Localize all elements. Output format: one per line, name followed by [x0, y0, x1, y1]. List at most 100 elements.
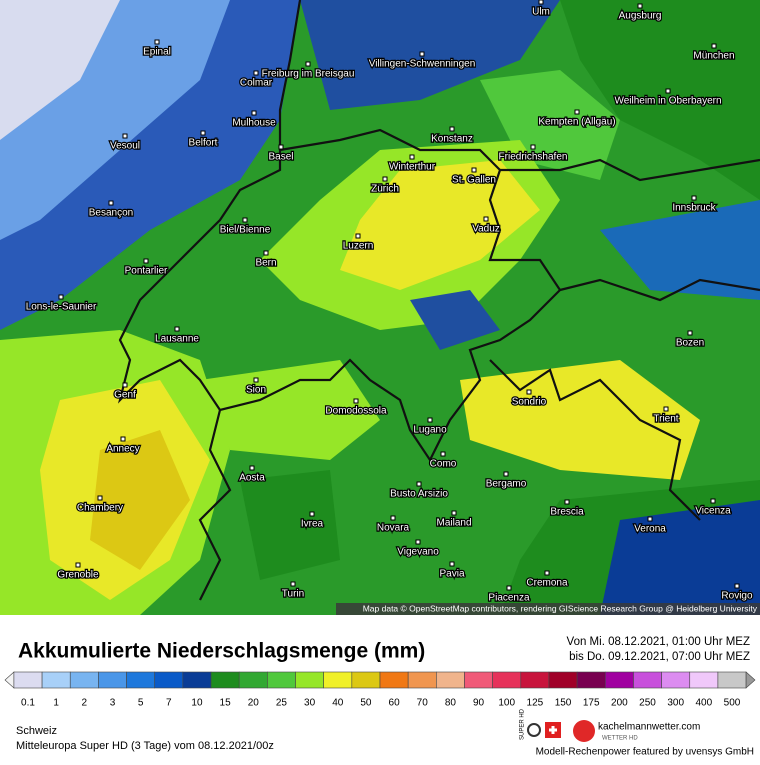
legend-label: 25: [276, 698, 288, 709]
city-label: Vesoul: [110, 141, 140, 152]
city-marker: [483, 216, 489, 222]
legend-label: 300: [667, 698, 684, 709]
city-marker: [249, 465, 255, 471]
legend-arrow-left: [4, 671, 15, 689]
city-marker: [263, 250, 269, 256]
legend-label: 2: [82, 698, 88, 709]
legend-swatch: [492, 671, 522, 689]
legend-swatch: [407, 671, 437, 689]
legend-swatch: [548, 671, 578, 689]
legend-label: 150: [555, 698, 572, 709]
city-label: Turin: [282, 589, 304, 600]
legend-arrow-right: [745, 671, 756, 689]
city-marker: [647, 516, 653, 522]
legend-swatch: [210, 671, 240, 689]
city-label: Vaduz: [472, 224, 500, 235]
legend-swatch: [98, 671, 127, 689]
legend-label: 10: [191, 698, 203, 709]
city-label: Epinal: [143, 47, 171, 58]
city-label: Villingen-Schwenningen: [369, 59, 476, 70]
legend-swatch: [41, 671, 71, 689]
city-marker: [415, 539, 421, 545]
legend-swatch: [379, 671, 409, 689]
city-label: Aosta: [239, 473, 265, 484]
city-marker: [440, 451, 446, 457]
legend-swatch: [464, 671, 493, 689]
city-label: Lugano: [413, 425, 447, 436]
swiss-cross: [549, 726, 557, 734]
city-label: Chambery: [77, 503, 123, 514]
brand-sub: WETTER HD: [602, 736, 638, 742]
city-label: Cremona: [526, 578, 568, 589]
city-marker: [309, 511, 315, 517]
city-label: Brescia: [550, 507, 584, 518]
city-marker: [419, 51, 425, 57]
city-marker: [691, 195, 697, 201]
attribution: Map data © OpenStreetMap contributors, r…: [363, 603, 758, 613]
city-label: München: [693, 51, 734, 62]
city-label: Basel: [268, 152, 293, 163]
model-run: Mitteleuropa Super HD (3 Tage) vom 08.12…: [16, 740, 274, 752]
city-label: Belfort: [189, 138, 218, 149]
credit: Modell-Rechenpower featured by uvensys G…: [536, 747, 754, 758]
city-marker: [409, 154, 415, 160]
city-label: Bergamo: [486, 479, 527, 490]
city-marker: [538, 0, 544, 5]
legend-swatch: [69, 671, 99, 689]
city-label: Biel/Bienne: [220, 225, 271, 236]
legend-label: 80: [445, 698, 457, 709]
city-label: Innsbruck: [672, 203, 716, 214]
city-marker: [503, 471, 509, 477]
city-label: Konstanz: [431, 134, 473, 145]
city-label: Genf: [114, 390, 136, 401]
city-label: St. Gallen: [452, 175, 496, 186]
brand-logo: [573, 720, 595, 742]
legend-swatch: [436, 671, 465, 689]
legend-swatch: [661, 671, 691, 689]
city-marker: [58, 294, 64, 300]
city-marker: [687, 330, 693, 336]
city-label: Mulhouse: [232, 118, 276, 129]
city-marker: [416, 481, 422, 487]
city-marker: [390, 515, 396, 521]
legend-label: 200: [611, 698, 628, 709]
city-label: Pavia: [439, 569, 464, 580]
legend-swatch: [126, 671, 156, 689]
legend-swatch: [13, 671, 43, 689]
city-marker: [506, 585, 512, 591]
city-marker: [353, 398, 359, 404]
legend-label: 400: [695, 698, 712, 709]
city-label: Annecy: [106, 444, 139, 455]
city-label: Trient: [653, 414, 678, 425]
legend-swatch: [238, 671, 268, 689]
city-label: Colmar: [240, 78, 273, 89]
legend-label: 15: [220, 698, 232, 709]
legend-swatch: [154, 671, 184, 689]
city-marker: [108, 200, 114, 206]
city-marker: [637, 3, 643, 9]
legend-label: 1: [53, 698, 59, 709]
city-marker: [242, 217, 248, 223]
legend-swatch: [689, 671, 719, 689]
city-marker: [122, 382, 128, 388]
legend-swatch: [520, 671, 550, 689]
city-marker: [143, 258, 149, 264]
brand: kachelmannwetter.com: [598, 722, 700, 733]
legend-swatch: [267, 671, 296, 689]
city-marker: [290, 581, 296, 587]
legend-label: 0.1: [21, 698, 35, 709]
city-label: Busto Arsizio: [390, 489, 448, 500]
city-label: Vicenza: [695, 506, 731, 517]
city-marker: [574, 109, 580, 115]
legend-label: 30: [304, 698, 316, 709]
city-label: Augsburg: [619, 11, 662, 22]
city-marker: [711, 43, 717, 49]
legend-label: 60: [389, 698, 401, 709]
city-marker: [544, 570, 550, 576]
legend-label: 175: [583, 698, 600, 709]
city-marker: [200, 130, 206, 136]
city-label: Bern: [255, 258, 276, 269]
legend-swatch: [323, 671, 353, 689]
